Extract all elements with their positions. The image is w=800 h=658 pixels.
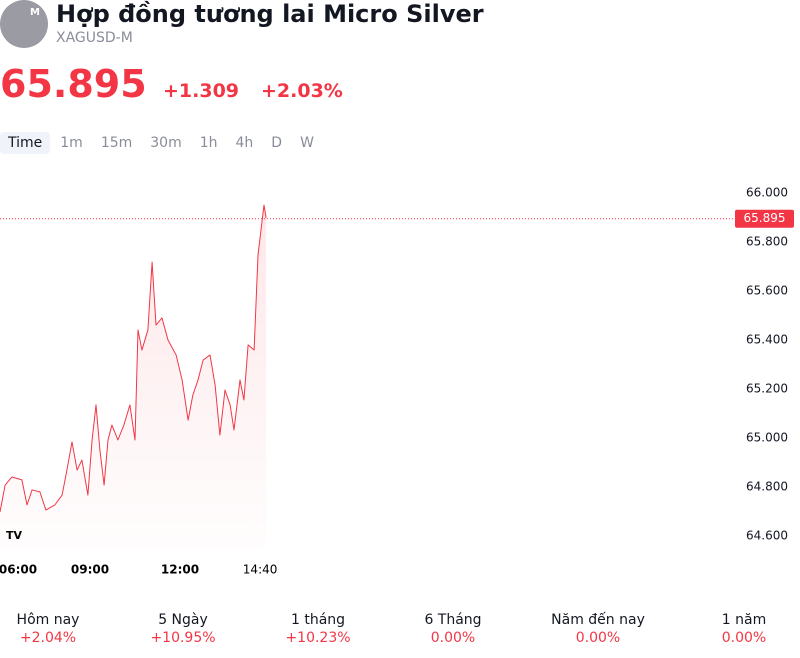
performance-label: 1 tháng [290,612,346,628]
y-tick-label: 65.200 [746,382,788,396]
performance-label: Năm đến nay [551,612,645,628]
performance-value: +10.23% [285,630,351,646]
y-tick-label: 64.800 [746,480,788,494]
performance-value: 0.00% [430,630,476,646]
performance-label: 6 Tháng [424,612,482,628]
interval-button[interactable]: Time [0,132,51,154]
last-price-label: 65.895 [744,211,786,225]
interval-button[interactable]: 4h [235,135,254,151]
interval-button[interactable]: 30m [150,135,182,151]
x-tick-label: 06:00 [0,563,37,577]
performance-value: 0.00% [575,630,621,646]
performance-label: 1 năm [721,612,767,628]
symbol: XAGUSD-M [56,30,133,46]
performance-value: +2.04% [19,630,77,646]
performance-item[interactable]: 5 Ngày +10.95% [150,612,215,646]
y-tick-label: 66.000 [746,186,788,200]
price: 65.895 [0,62,147,106]
performance-item[interactable]: 6 Tháng 0.00% [424,612,481,646]
performance-item[interactable]: 1 năm 0.00% [722,612,766,646]
price-line [0,204,267,513]
performance-value: +10.95% [150,630,216,646]
interval-button[interactable]: W [300,135,314,151]
y-tick-label: 65.400 [746,333,788,347]
price-change: +1.309 [163,80,240,102]
icon-letter: M [30,7,40,18]
y-tick-label: 65.800 [746,235,788,249]
x-tick-label: 09:00 [71,563,109,577]
x-tick-label: 14:40 [243,563,278,577]
interval-button[interactable]: 1m [60,135,83,151]
performance-item[interactable]: 1 tháng +10.23% [285,612,350,646]
performance-label: Hôm nay [16,612,80,628]
symbol-icon [0,0,48,48]
title: Hợp đồng tương lai Micro Silver [56,0,484,28]
y-tick-label: 64.600 [746,529,788,543]
performance-item[interactable]: Năm đến nay 0.00% [551,612,645,646]
interval-button[interactable]: 1h [199,135,218,151]
interval-button[interactable]: 15m [100,135,133,151]
chart: TV 64.60064.80065.00065.20065.40065.6006… [0,186,794,577]
area-fill [0,205,267,549]
performance-value: 0.00% [721,630,767,646]
interval-button[interactable]: D [271,135,283,151]
last-price-box [735,209,794,228]
price-change-percent: +2.03% [261,80,343,102]
interval-bar: Time 1m 15m 30m 1h 4h D W [0,132,324,154]
x-tick-label: 12:00 [161,563,199,577]
performance-item[interactable]: Hôm nay +2.04% [17,612,80,646]
performance-label: 5 Ngày [158,612,208,628]
y-tick-label: 65.000 [746,431,788,445]
y-tick-label: 65.600 [746,284,788,298]
